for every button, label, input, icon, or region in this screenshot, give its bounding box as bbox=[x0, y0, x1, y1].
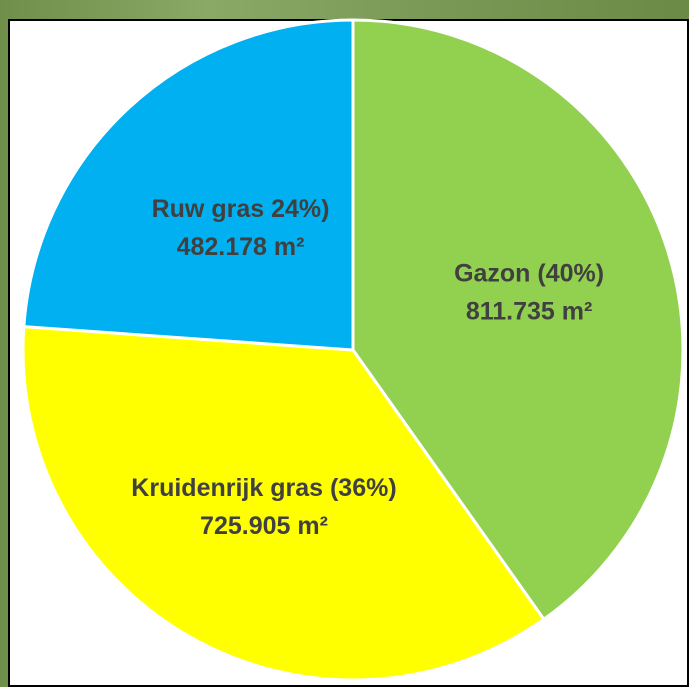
slice-label: Gazon (40%) bbox=[454, 260, 604, 288]
pie-slice bbox=[21, 325, 546, 682]
slice-label: Kruidenrijk gras (36%) bbox=[131, 474, 396, 502]
pie-slice bbox=[22, 18, 355, 352]
pie-slice bbox=[351, 18, 685, 622]
slice-label: Ruw gras 24%) bbox=[152, 195, 330, 223]
slice-value-label: 725.905 m² bbox=[200, 512, 328, 540]
slice-value-label: 482.178 m² bbox=[177, 233, 305, 261]
slice-value-label: 811.735 m² bbox=[466, 298, 593, 326]
